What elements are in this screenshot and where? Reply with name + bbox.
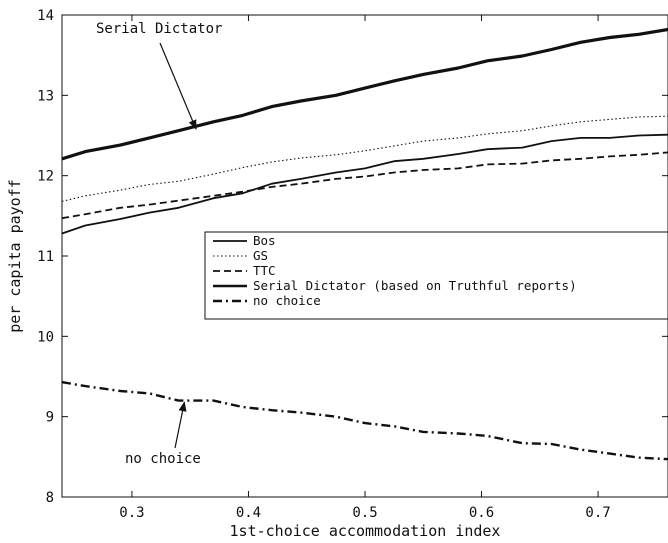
y-tick-label: 12	[37, 169, 54, 185]
y-tick-label: 8	[46, 490, 54, 506]
y-tick-label: 13	[37, 88, 54, 104]
annotation-arrow-serial-dictator	[159, 42, 197, 130]
y-tick-label: 14	[37, 8, 54, 24]
x-axis-ticks: 0.3 0.4 0.5 0.6 0.7	[119, 15, 611, 521]
legend-entry-label: GS	[253, 248, 268, 263]
series-layer	[62, 27, 668, 461]
annotation-no-choice: no choice	[125, 451, 201, 467]
y-tick-label: 10	[37, 329, 54, 345]
y-axis-label: per capita payoff	[6, 179, 24, 333]
legend-box	[204, 231, 668, 320]
legend-entry-label: Serial Dictator (based on Truthful repor…	[253, 278, 577, 293]
series-line-3	[62, 151, 668, 220]
annotation-arrow-no-choice	[174, 401, 187, 449]
x-tick-label: 0.7	[585, 505, 610, 521]
y-axis-ticks: 8 9 10 11 12 13 14	[37, 8, 668, 506]
series-line-5	[62, 380, 668, 461]
y-tick-label: 9	[46, 410, 54, 426]
legend-entry-label: TTC	[253, 263, 276, 278]
legend-entry-label: Bos	[253, 233, 276, 248]
x-tick-label: 0.6	[469, 505, 494, 521]
x-tick-label: 0.3	[119, 505, 144, 521]
annotation-serial-dictator: Serial Dictator	[96, 21, 222, 37]
x-tick-label: 0.5	[352, 505, 377, 521]
x-axis-label: 1st-choice accommodation index	[230, 522, 501, 540]
annotations: Serial Dictator no choice	[96, 21, 222, 467]
series-line-4	[62, 27, 668, 161]
x-tick-label: 0.4	[236, 505, 261, 521]
legend-entry-label: no choice	[253, 293, 321, 308]
series-line-1	[62, 133, 668, 235]
y-tick-label: 11	[37, 249, 54, 265]
